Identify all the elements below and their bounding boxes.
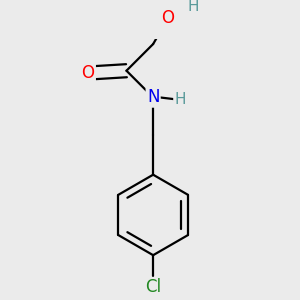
Text: H: H (188, 0, 200, 14)
Text: Cl: Cl (145, 278, 161, 296)
Text: H: H (174, 92, 186, 107)
Text: O: O (82, 64, 94, 82)
Text: O: O (161, 9, 174, 27)
Text: N: N (147, 88, 159, 106)
